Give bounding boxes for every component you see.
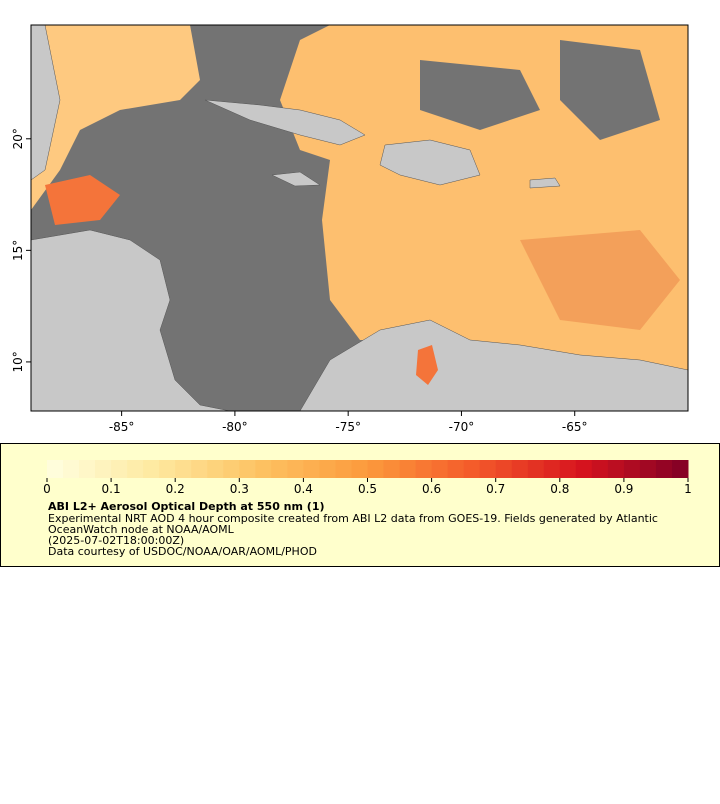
colorbar-tick-label: 0.1 bbox=[102, 482, 121, 496]
colorbar-step bbox=[479, 460, 497, 478]
land bbox=[204, 99, 366, 146]
legend-time: (2025-07-02T18:00:00Z) bbox=[48, 534, 184, 547]
colorbar-step bbox=[639, 460, 657, 478]
colorbar-step bbox=[511, 460, 529, 478]
colorbar-step bbox=[527, 460, 545, 478]
colorbar-step bbox=[671, 460, 689, 478]
x-tick-label: -70° bbox=[449, 420, 475, 434]
colorbar-step bbox=[319, 460, 336, 478]
x-tick-label: -80° bbox=[222, 420, 248, 434]
colorbar-tick-label: 0.7 bbox=[486, 482, 505, 496]
colorbar-step bbox=[623, 460, 641, 478]
colorbar-tick-label: 0.9 bbox=[614, 482, 633, 496]
colorbar-step bbox=[287, 460, 304, 478]
legend-credit: Data courtesy of USDOC/NOAA/OAR/AOML/PHO… bbox=[48, 545, 317, 558]
colorbar-step bbox=[95, 460, 112, 478]
colorbar-tick-label: 0.5 bbox=[358, 482, 377, 496]
map-image bbox=[30, 24, 689, 412]
legend-description: Experimental NRT AOD 4 hour composite cr… bbox=[48, 512, 658, 525]
colorbar-step bbox=[335, 460, 352, 478]
colorbar-step bbox=[559, 460, 577, 478]
x-tick-label: -85° bbox=[109, 420, 135, 434]
colorbar-tick-label: 1 bbox=[684, 482, 692, 496]
colorbar-step bbox=[207, 460, 224, 478]
colorbar-step bbox=[143, 460, 160, 478]
colorbar-step bbox=[383, 460, 401, 478]
colorbar-step bbox=[495, 460, 513, 478]
y-tick-label: 15° bbox=[11, 240, 25, 261]
colorbar-step bbox=[63, 460, 80, 478]
colorbar-step bbox=[399, 460, 417, 478]
x-tick-label: -75° bbox=[335, 420, 361, 434]
colorbar-step bbox=[175, 460, 192, 478]
colorbar-step bbox=[575, 460, 593, 478]
aerosol-field bbox=[45, 175, 120, 225]
colorbar-tick-label: 0.4 bbox=[294, 482, 313, 496]
land bbox=[379, 139, 481, 186]
colorbar: 0 0.1 0.2 0.3 0.4 0.5 0.6 0.7 0.8 0.9 1 bbox=[43, 460, 692, 496]
land bbox=[529, 177, 561, 189]
colorbar-step bbox=[127, 460, 144, 478]
colorbar-step bbox=[159, 460, 176, 478]
y-tick-label: 20° bbox=[11, 128, 25, 149]
colorbar-step bbox=[415, 460, 433, 478]
colorbar-tick-label: 0.6 bbox=[422, 482, 441, 496]
aerosol-field bbox=[520, 230, 680, 330]
legend-title: ABI L2+ Aerosol Optical Depth at 550 nm … bbox=[48, 500, 325, 513]
x-tick-label: -65° bbox=[562, 420, 588, 434]
colorbar-step bbox=[79, 460, 96, 478]
colorbar-step bbox=[271, 460, 288, 478]
colorbar-tick-label: 0.8 bbox=[550, 482, 569, 496]
colorbar-step bbox=[591, 460, 609, 478]
colorbar-step bbox=[351, 460, 368, 478]
colorbar-step bbox=[111, 460, 128, 478]
colorbar-step bbox=[655, 460, 673, 478]
colorbar-tick-label: 0 bbox=[43, 482, 51, 496]
colorbar-step bbox=[303, 460, 320, 478]
colorbar-step bbox=[47, 460, 64, 478]
y-tick-label: 10° bbox=[11, 351, 25, 372]
land bbox=[271, 171, 321, 187]
colorbar-tick-label: 0.3 bbox=[230, 482, 249, 496]
legend-description: OceanWatch node at NOAA/AOML bbox=[48, 523, 235, 536]
colorbar-step bbox=[607, 460, 625, 478]
no-data-patch bbox=[420, 60, 540, 130]
colorbar-tick-label: 0.2 bbox=[166, 482, 185, 496]
colorbar-step bbox=[543, 460, 561, 478]
colorbar-step bbox=[191, 460, 208, 478]
aerosol-field bbox=[31, 25, 200, 210]
colorbar-step bbox=[463, 460, 481, 478]
map-frame bbox=[30, 24, 689, 412]
colorbar-step bbox=[255, 460, 272, 478]
colorbar-step bbox=[431, 460, 449, 478]
no-data-patch bbox=[560, 40, 660, 140]
colorbar-step bbox=[367, 460, 385, 478]
colorbar-step bbox=[223, 460, 240, 478]
lake-maracaibo bbox=[416, 345, 438, 385]
colorbar-step bbox=[239, 460, 256, 478]
colorbar-step bbox=[447, 460, 465, 478]
